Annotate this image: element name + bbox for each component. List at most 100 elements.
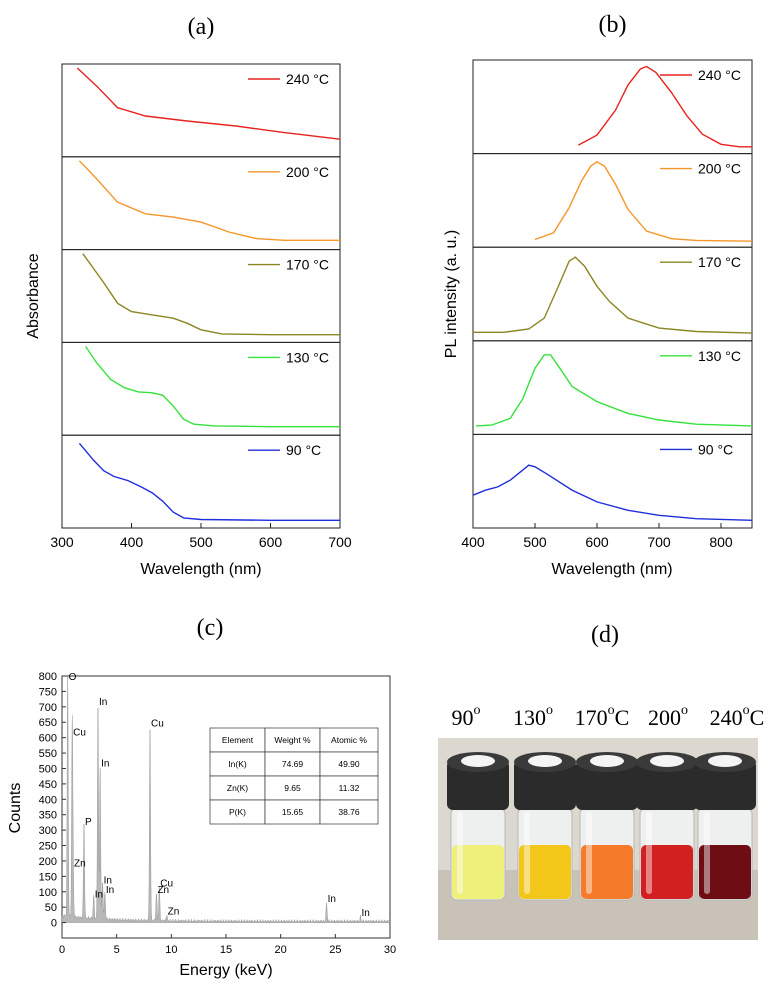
peak-label-P: P: [85, 817, 92, 828]
vial-cap: [447, 760, 509, 810]
x-tick-label: 15: [220, 944, 232, 956]
x-axis-title: Wavelength (nm): [551, 561, 672, 578]
y-tick-label: 600: [39, 733, 57, 745]
x-tick-label: 600: [259, 534, 283, 550]
vial-cap: [514, 760, 576, 810]
y-tick-label: 100: [39, 887, 57, 899]
x-tick-label: 500: [523, 534, 547, 550]
vial: [514, 752, 576, 901]
x-tick-label: 700: [647, 534, 671, 550]
y-tick-label: 200: [39, 856, 57, 868]
table-value: 49.90: [338, 759, 360, 769]
x-tick-label: 600: [585, 534, 609, 550]
temp-value: 130: [513, 705, 546, 730]
series-line-200C: [534, 160, 753, 242]
legend-label: 90 °C: [698, 441, 733, 457]
table-cell: [319, 799, 379, 825]
panel-d: (d)90o 130o 170oC 200o 240oC: [438, 622, 764, 940]
table-value: 11.32: [339, 783, 360, 793]
panel-a: (a) 240 °C 200 °C 170 °C 130 °C 90 °C 300 400 50…: [25, 14, 352, 578]
legend-label: 240 °C: [286, 71, 329, 87]
table-cell: [209, 751, 266, 777]
table-cell: [264, 775, 321, 801]
table-value: 74.69: [282, 759, 304, 769]
peak-label-Cu: Cu: [160, 879, 173, 890]
temp-value: 200: [648, 705, 681, 730]
table-cell: [264, 799, 321, 825]
peak-label-Cu: Cu: [73, 728, 86, 739]
peak-label-Zn: Zn: [157, 885, 169, 896]
x-axis-title: Wavelength (nm): [140, 561, 261, 578]
degree-mark: o: [546, 703, 553, 718]
temp-value: 170: [575, 705, 608, 730]
legend-label: 90 °C: [286, 442, 321, 458]
subplot-frame: [472, 433, 753, 529]
temp-value: 90: [452, 705, 474, 730]
x-tick-label: 500: [189, 534, 213, 550]
vial-liquid: [699, 845, 751, 899]
series-line-130C: [85, 346, 340, 428]
vial-septum: [590, 755, 624, 767]
peak-label-In: In: [328, 894, 336, 905]
series-line-90C: [472, 464, 753, 521]
degree-mark: o: [608, 703, 615, 718]
vial-temperature-label: 130o: [513, 703, 553, 730]
table-cell: [209, 799, 266, 825]
peak-label-In: In: [99, 697, 107, 708]
y-tick-label: 450: [39, 779, 57, 791]
y-tick-label: 700: [39, 702, 57, 714]
table-cell: [264, 727, 321, 753]
y-tick-label: 650: [39, 717, 57, 729]
vial-temperature-label: 170oC: [575, 703, 630, 730]
table-header: Atomic %: [331, 735, 367, 745]
y-tick-label: 150: [39, 871, 57, 883]
table-value: 9.65: [284, 783, 301, 793]
degree-mark: o: [681, 703, 688, 718]
vial-septum: [650, 755, 684, 767]
element-table: Element Weight % Atomic % In(K) 74.69 49.90 Zn…: [209, 727, 379, 825]
series-line-240C: [76, 67, 341, 140]
series-line-170C: [473, 256, 753, 334]
panel-label: (d): [591, 622, 619, 648]
y-tick-label: 50: [45, 902, 57, 914]
vial: [447, 752, 509, 901]
legend-label: 170 °C: [698, 254, 741, 270]
table-value: Zn(K): [227, 783, 248, 793]
x-tick-label: 10: [165, 944, 177, 956]
legend-label: 240 °C: [698, 67, 741, 83]
peak-label-In: In: [104, 876, 112, 887]
vial: [636, 752, 698, 901]
y-axis-title: Absorbance: [25, 253, 42, 338]
vial-septum: [461, 755, 495, 767]
vial-temperature-label: 90o: [452, 703, 481, 730]
table-cell: [319, 775, 379, 801]
x-tick-label: 400: [461, 534, 485, 550]
table-value: 15.65: [282, 807, 304, 817]
peak-label-O: O: [69, 672, 77, 683]
series-line-130C: [476, 354, 753, 427]
y-tick-label: 250: [39, 841, 57, 853]
x-axis-title: Energy (keV): [179, 962, 272, 979]
y-tick-label: 800: [39, 671, 57, 683]
x-tick-label: 400: [120, 534, 144, 550]
vial-septum: [708, 755, 742, 767]
peak-label-Zn: Zn: [74, 859, 86, 870]
vial-temperature-label: 200o: [648, 703, 688, 730]
vial-liquid: [641, 845, 693, 899]
y-tick-label: 0: [51, 918, 57, 930]
y-axis-title: Counts: [7, 783, 24, 834]
x-tick-label: 800: [709, 534, 733, 550]
panel-b: (b) 240 °C 200 °C 170 °C 130 °C 90 °C 400 500 60…: [443, 12, 753, 578]
temp-unit: C: [750, 705, 765, 730]
legend-label: 170 °C: [286, 257, 329, 273]
vial-cap: [694, 760, 756, 810]
y-tick-label: 350: [39, 810, 57, 822]
x-tick-label: 30: [384, 944, 396, 956]
legend-label: 130 °C: [698, 348, 741, 364]
series-line-170C: [82, 253, 340, 336]
table-value: 38.76: [338, 807, 360, 817]
panel-label: (a): [188, 14, 215, 40]
table-cell: [319, 751, 379, 777]
vial-highlight: [586, 812, 592, 894]
